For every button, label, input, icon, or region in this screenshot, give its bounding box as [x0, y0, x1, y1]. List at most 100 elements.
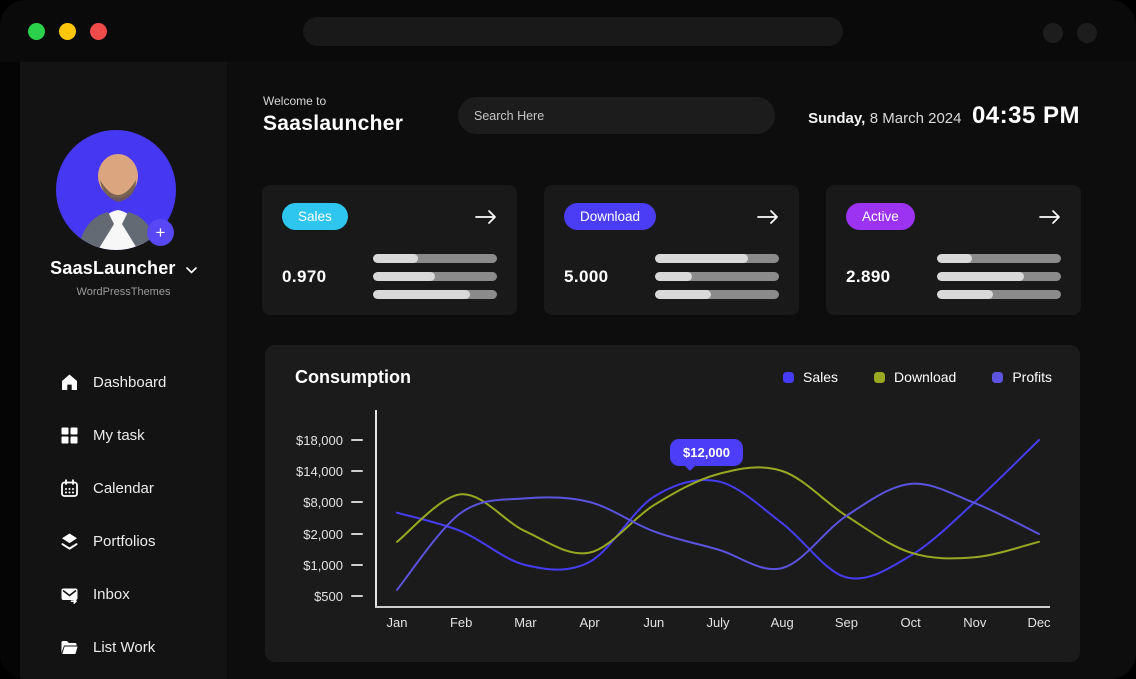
arrow-right-icon[interactable]: [1039, 209, 1061, 225]
grid-icon: [60, 426, 79, 445]
sidebar-item-calendar[interactable]: Calendar: [20, 462, 227, 515]
legend-item-sales[interactable]: Sales: [783, 369, 838, 385]
sidebar: + SaasLauncher WordPressThemes Dashboard: [20, 62, 227, 679]
traffic-light-yellow-icon[interactable]: [59, 23, 76, 40]
chart-title: Consumption: [295, 367, 411, 387]
home-icon: [60, 373, 79, 392]
y-tick: $2,000: [273, 524, 363, 544]
x-tick: Sep: [834, 615, 858, 630]
envelope-icon: [60, 585, 79, 604]
x-tick: Jan: [386, 615, 408, 630]
tick-dash: [351, 564, 363, 566]
stat-value: 0.970: [282, 266, 327, 286]
sidebar-item-list-work[interactable]: List Work: [20, 621, 227, 674]
profile-name: SaasLauncher: [50, 258, 176, 278]
user-photo: [56, 130, 176, 250]
x-tick: Dec: [1027, 615, 1051, 630]
chevron-down-icon: [186, 267, 197, 274]
chart-legend: Sales Download Profits: [783, 369, 1052, 385]
stat-cards-row: Sales 0.970 Download: [262, 185, 1081, 315]
legend-dot-icon: [783, 371, 795, 383]
sidebar-item-portfolios[interactable]: Portfolios: [20, 515, 227, 568]
stat-card-download: Download 5.000: [544, 185, 799, 315]
arrow-right-icon[interactable]: [757, 209, 779, 225]
page-title: Saaslauncher: [263, 112, 404, 135]
toolbar-button-icon[interactable]: [1077, 23, 1097, 43]
tooltip-value: $12,000: [683, 445, 730, 461]
y-tick: $14,000: [273, 461, 363, 481]
tick-dash: [351, 501, 363, 503]
welcome-label: Welcome to: [263, 94, 327, 108]
sidebar-nav: Dashboard My task: [20, 356, 227, 674]
legend-label: Profits: [1012, 369, 1052, 385]
tooltip-pointer: [684, 465, 696, 472]
x-tick: Jun: [643, 615, 665, 630]
legend-dot-icon: [874, 371, 886, 383]
layers-icon: [60, 532, 79, 551]
search-bar: [458, 97, 775, 134]
sidebar-item-dashboard[interactable]: Dashboard: [20, 356, 227, 409]
line-chart: [375, 410, 1050, 608]
stat-value: 5.000: [564, 266, 609, 286]
arrow-right-icon[interactable]: [475, 209, 497, 225]
tick-dash: [351, 533, 363, 535]
legend-item-profits[interactable]: Profits: [992, 369, 1052, 385]
legend-label: Sales: [803, 369, 839, 385]
tick-dash: [351, 470, 363, 472]
sidebar-item-label: Dashboard: [93, 374, 167, 391]
browser-title-bar: [0, 0, 1136, 62]
y-tick: $8,000: [273, 492, 363, 512]
x-tick: Aug: [770, 615, 794, 630]
traffic-light-green-icon[interactable]: [28, 23, 45, 40]
stat-card-active: Active 2.890: [826, 185, 1081, 315]
folder-icon: [60, 638, 79, 657]
y-tick: $18,000: [273, 430, 363, 450]
search-input[interactable]: [474, 108, 759, 123]
clock-time: 04:35 PM: [971, 102, 1080, 129]
status-badge: Download: [564, 203, 657, 230]
legend-item-download[interactable]: Download: [874, 369, 956, 385]
stat-value: 2.890: [846, 266, 891, 286]
mini-bars: [373, 254, 497, 299]
sidebar-item-label: My task: [93, 427, 145, 444]
traffic-light-red-icon[interactable]: [90, 23, 107, 40]
sidebar-item-inbox[interactable]: Inbox: [20, 568, 227, 621]
sidebar-item-my-task[interactable]: My task: [20, 409, 227, 462]
main-content: Welcome to Saaslauncher Sunday, 8 March …: [227, 62, 1136, 679]
legend-dot-icon: [992, 371, 1004, 383]
profile-name-dropdown[interactable]: SaasLauncher: [20, 258, 227, 279]
y-tick: $1,000: [273, 555, 363, 575]
date-day: Sunday,: [808, 110, 866, 127]
add-profile-button[interactable]: +: [147, 219, 174, 246]
consumption-chart-card: Consumption Sales Download Profits $18,0…: [265, 345, 1080, 662]
stat-card-sales: Sales 0.970: [262, 185, 517, 315]
datetime: Sunday, 8 March 2024 04:35 PM: [808, 102, 1080, 130]
toolbar-button-icon[interactable]: [1043, 23, 1063, 43]
series-line-download: [396, 466, 1040, 560]
mini-bars: [655, 254, 779, 299]
chart-tooltip: $12,000: [670, 439, 743, 472]
tick-dash: [351, 439, 363, 441]
sidebar-item-label: Calendar: [93, 480, 154, 497]
series-line-sales: [396, 439, 1040, 580]
x-tick: Apr: [579, 615, 600, 630]
avatar: +: [56, 130, 176, 250]
window-controls: [28, 23, 107, 40]
series-line-profits: [396, 482, 1040, 591]
sidebar-item-label: Inbox: [93, 586, 130, 603]
status-badge: Sales: [282, 203, 348, 230]
sidebar-item-label: Portfolios: [93, 533, 156, 550]
y-tick: $500: [273, 586, 363, 606]
window-left-edge: [0, 62, 20, 679]
status-badge: Active: [846, 203, 915, 230]
mini-bars: [937, 254, 1061, 299]
legend-label: Download: [894, 369, 957, 385]
profile-subtitle: WordPressThemes: [76, 286, 171, 298]
tick-dash: [351, 595, 363, 597]
x-tick: Feb: [449, 615, 473, 630]
x-tick: July: [706, 615, 730, 630]
sidebar-item-label: List Work: [93, 639, 156, 656]
browser-address-bar[interactable]: [303, 17, 843, 46]
x-tick: Mar: [514, 615, 537, 630]
